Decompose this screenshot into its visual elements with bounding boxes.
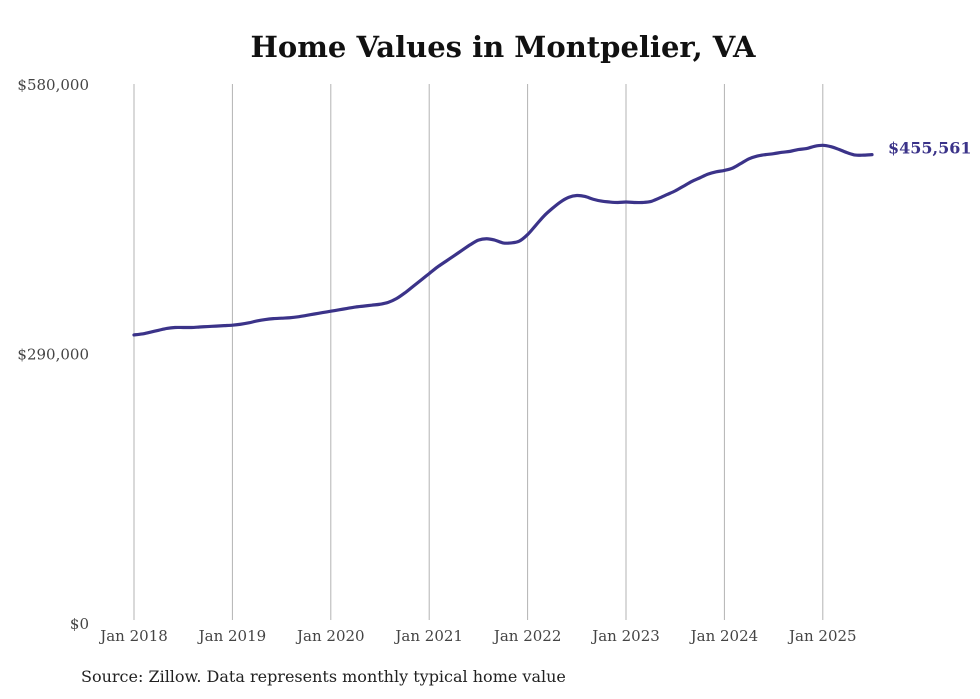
x-tick-label: Jan 2018 <box>98 627 168 645</box>
x-axis-ticks: Jan 2018 Jan 2019 Jan 2020 Jan 2021 Jan 2022… <box>98 627 856 645</box>
x-tick-label: Jan 2019 <box>197 627 267 645</box>
x-tick-label: Jan 2024 <box>689 627 759 645</box>
x-tick-label: Jan 2020 <box>295 627 365 645</box>
y-tick-label: $580,000 <box>17 76 89 94</box>
y-tick-label: $0 <box>70 615 89 633</box>
y-axis-ticks: $0 $290,000 $580,000 <box>17 76 89 633</box>
end-value-label: $455,561 <box>888 139 972 158</box>
x-tick-label: Jan 2022 <box>492 627 562 645</box>
x-tick-label: Jan 2025 <box>787 627 857 645</box>
line-chart: $0$290,000$580,000 Jan 2018 Jan 2019 Jan 2… <box>17 76 972 645</box>
series-line <box>132 143 874 337</box>
vertical-gridlines <box>133 84 824 620</box>
x-tick-label: Jan 2021 <box>393 627 463 645</box>
source-note: Source: Zillow. Data represents monthly … <box>81 667 566 686</box>
x-tick-label: Jan 2023 <box>590 627 660 645</box>
chart-title: Home Values in Montpelier, VA <box>250 30 756 64</box>
y-tick-label: $290,000 <box>17 346 89 364</box>
